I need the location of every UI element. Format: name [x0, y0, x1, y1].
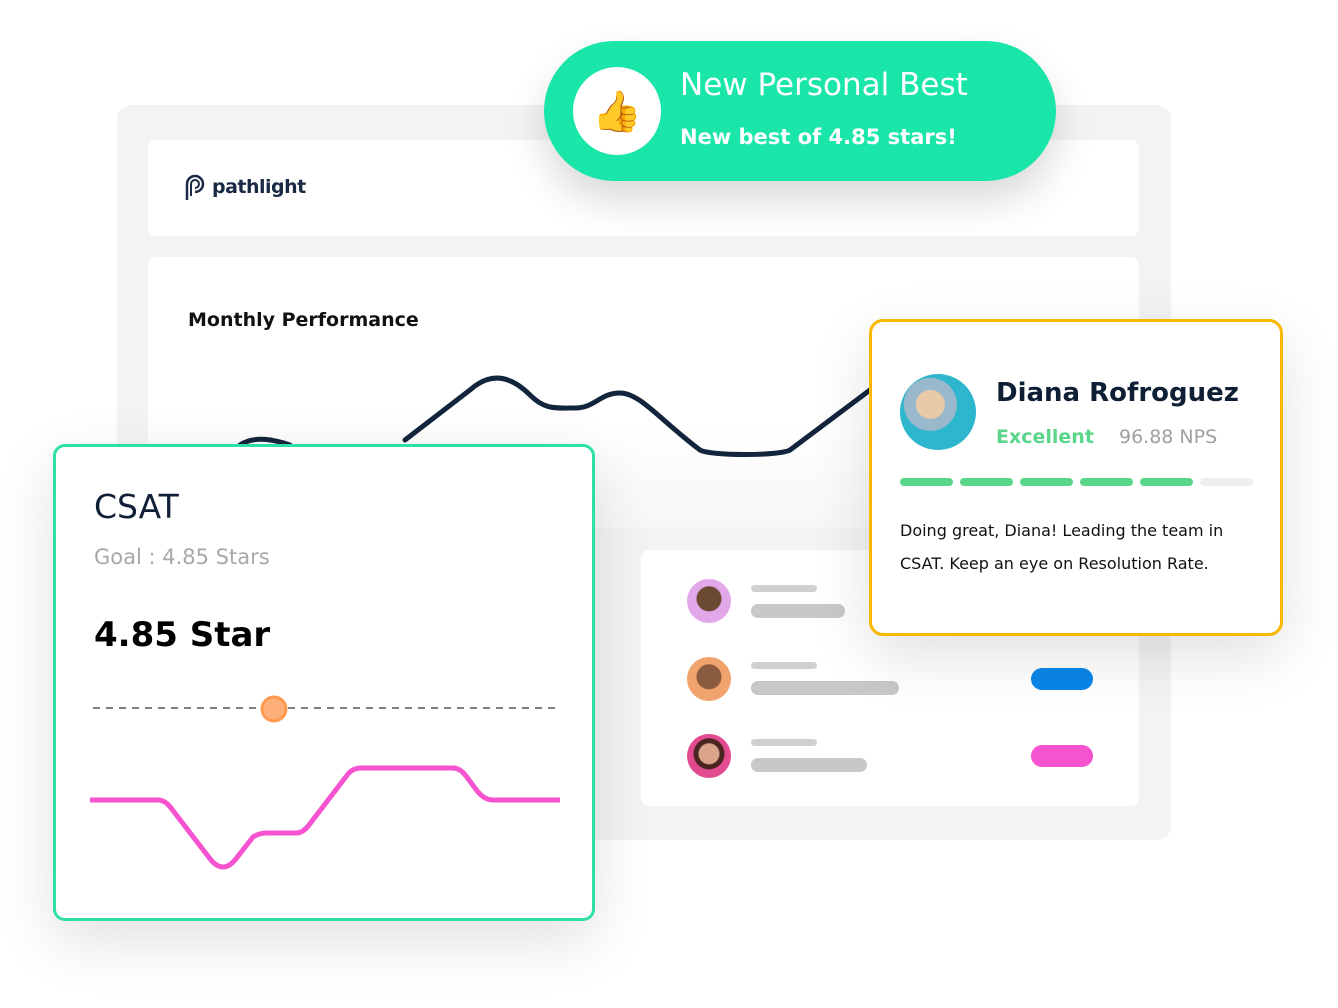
toast-title: New Personal Best: [680, 67, 968, 103]
avatar: [687, 579, 731, 623]
progress-segment: [1020, 478, 1073, 486]
agent-rating: Excellent: [996, 426, 1094, 448]
csat-card[interactable]: CSAT Goal : 4.85 Stars 4.85 Star: [53, 444, 595, 921]
progress-segment: [900, 478, 953, 486]
agent-card[interactable]: Diana Rofroguez Excellent 96.88 NPS Doin…: [869, 319, 1283, 636]
csat-goal: Goal : 4.85 Stars: [94, 545, 270, 569]
performance-series: [237, 375, 873, 457]
placeholder-bar: [751, 604, 845, 618]
logo-text: pathlight: [212, 176, 306, 198]
list-row[interactable]: [687, 734, 1093, 778]
csat-value: 4.85 Star: [94, 615, 271, 655]
personal-best-toast[interactable]: 👍 New Personal Best New best of 4.85 sta…: [544, 41, 1056, 181]
agent-name: Diana Rofroguez: [996, 378, 1239, 408]
avatar: [687, 734, 731, 778]
placeholder-line: [751, 739, 817, 746]
pathlight-logo[interactable]: pathlight: [182, 172, 306, 202]
progress-segment: [1080, 478, 1133, 486]
progress-segment: [960, 478, 1013, 486]
avatar: [687, 657, 731, 701]
placeholder-bar: [751, 681, 899, 695]
list-row[interactable]: [687, 657, 1093, 701]
goal-marker: [260, 695, 288, 723]
thumbs-up-icon: 👍: [573, 67, 661, 155]
toast-subtitle: New best of 4.85 stars!: [680, 125, 957, 149]
status-pill-pink: [1031, 745, 1093, 767]
agent-avatar: [900, 374, 976, 450]
csat-series: [90, 765, 560, 870]
pathlight-logo-icon: [185, 174, 205, 200]
progress-segment: [1200, 478, 1253, 486]
monthly-performance-title: Monthly Performance: [188, 309, 419, 331]
progress-segment: [1140, 478, 1193, 486]
csat-title: CSAT: [94, 487, 179, 526]
agent-nps: 96.88 NPS: [1119, 426, 1218, 448]
agent-message: Doing great, Diana! Leading the team in …: [900, 521, 1224, 573]
progress-segments: [900, 478, 1253, 486]
csat-chart: [90, 695, 560, 870]
placeholder-bar: [751, 758, 867, 772]
placeholder-line: [751, 662, 817, 669]
status-pill-blue: [1031, 668, 1093, 690]
placeholder-line: [751, 585, 817, 592]
list-row[interactable]: [687, 579, 845, 623]
